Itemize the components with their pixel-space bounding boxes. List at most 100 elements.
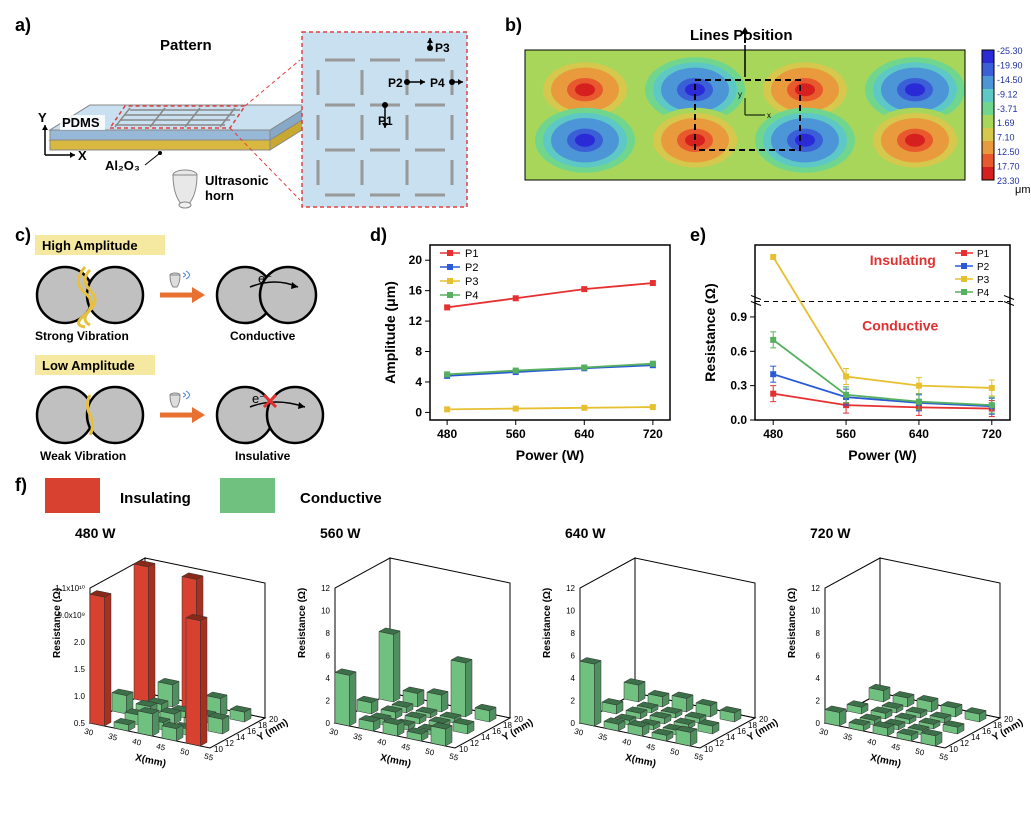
svg-text:-25.30: -25.30 [997,46,1023,56]
scientific-figure: a) X Y Pattern PDMS Al₂O₃ Ultrasonic hor… [10,10,1021,811]
svg-text:55: 55 [448,752,459,763]
svg-text:Insulative: Insulative [235,449,291,463]
svg-text:7.10: 7.10 [997,133,1015,143]
svg-text:0.6: 0.6 [730,344,747,358]
svg-text:720: 720 [982,427,1002,441]
svg-text:12.50: 12.50 [997,147,1020,157]
svg-text:y: y [738,90,742,99]
svg-text:35: 35 [352,732,363,743]
svg-text:12: 12 [321,584,330,593]
svg-text:40: 40 [621,737,632,748]
svg-text:0.0: 0.0 [730,413,747,427]
svg-text:Low Amplitude: Low Amplitude [42,358,135,373]
svg-text:30: 30 [818,727,829,738]
svg-text:PDMS: PDMS [62,115,100,130]
svg-text:P2: P2 [977,262,990,273]
svg-text:640: 640 [909,427,929,441]
svg-text:45: 45 [155,742,166,753]
svg-text:640: 640 [574,427,594,441]
svg-text:640 W: 640 W [565,525,606,541]
svg-text:P1: P1 [977,249,990,260]
panel-f-charts: InsulatingConductive480 W0.51.01.52.09.0… [25,478,1025,808]
svg-text:55: 55 [203,752,214,763]
svg-text:Weak Vibration: Weak Vibration [40,449,126,463]
svg-text:50: 50 [914,747,925,758]
svg-text:4: 4 [415,375,422,389]
svg-text:12: 12 [715,739,724,748]
svg-text:10: 10 [566,607,575,616]
svg-text:Lines Position: Lines Position [690,27,793,44]
svg-text:8: 8 [571,629,576,638]
svg-text:720 W: 720 W [810,525,851,541]
svg-text:0.9: 0.9 [730,310,747,324]
svg-text:Resistance (Ω): Resistance (Ω) [52,588,63,658]
panel-c-label: c) [15,225,31,246]
svg-text:480 W: 480 W [75,525,116,541]
svg-text:45: 45 [400,742,411,753]
svg-text:12: 12 [225,739,234,748]
svg-text:8: 8 [326,629,331,638]
svg-text:480: 480 [437,427,457,441]
svg-text:1.0: 1.0 [74,692,86,701]
svg-text:8: 8 [415,345,422,359]
svg-text:Al₂O₃: Al₂O₃ [105,158,140,173]
svg-text:45: 45 [645,742,656,753]
svg-text:12: 12 [409,314,423,328]
svg-text:1.5: 1.5 [74,665,86,674]
svg-text:X(mm): X(mm) [134,752,167,769]
svg-text:40: 40 [131,737,142,748]
svg-text:6: 6 [571,652,576,661]
svg-text:-19.90: -19.90 [997,60,1023,70]
svg-text:1.69: 1.69 [997,118,1015,128]
panel-b-heatmap: Lines Position x y -25.30 -19.90 -14.50 -9.… [520,25,1030,205]
svg-text:10: 10 [214,745,223,754]
svg-text:14: 14 [481,733,490,742]
svg-text:P2: P2 [388,76,403,90]
svg-text:Conductive: Conductive [230,329,296,343]
svg-text:12: 12 [960,739,969,748]
svg-text:μm: μm [1015,184,1030,196]
panel-d-chart: 480560640720048121620Power (W)Amplitude … [380,235,680,465]
svg-text:12: 12 [470,739,479,748]
svg-text:P4: P4 [465,290,478,302]
svg-text:30: 30 [83,727,94,738]
svg-text:Conductive: Conductive [300,490,382,507]
svg-text:30: 30 [573,727,584,738]
svg-text:P1: P1 [465,248,478,260]
svg-text:X(mm): X(mm) [869,752,902,769]
svg-text:x: x [767,111,771,120]
svg-text:10: 10 [321,607,330,616]
svg-text:0: 0 [415,405,422,419]
svg-text:20: 20 [409,253,423,267]
svg-text:10: 10 [704,745,713,754]
svg-text:35: 35 [107,732,118,743]
svg-text:P4: P4 [430,76,445,90]
svg-text:High Amplitude: High Amplitude [42,238,138,253]
svg-text:10: 10 [811,607,820,616]
svg-text:-3.71: -3.71 [997,104,1018,114]
svg-text:55: 55 [693,752,704,763]
svg-text:14: 14 [726,733,735,742]
svg-text:Ultrasonic: Ultrasonic [205,173,269,188]
svg-text:12: 12 [566,584,575,593]
svg-text:55: 55 [938,752,949,763]
panel-a-label: a) [15,15,31,36]
svg-text:16: 16 [409,284,423,298]
svg-text:14: 14 [971,733,980,742]
svg-text:40: 40 [866,737,877,748]
svg-text:P4: P4 [977,288,990,299]
svg-text:2: 2 [326,697,331,706]
svg-text:50: 50 [669,747,680,758]
svg-text:10: 10 [949,745,958,754]
svg-text:4: 4 [326,674,331,683]
svg-text:14: 14 [236,733,245,742]
svg-text:6: 6 [816,652,821,661]
svg-text:Conductive: Conductive [862,318,938,334]
svg-text:2: 2 [571,697,576,706]
svg-text:50: 50 [424,747,435,758]
svg-text:-14.50: -14.50 [997,75,1023,85]
svg-text:-9.12: -9.12 [997,89,1018,99]
svg-text:horn: horn [205,188,234,203]
svg-text:35: 35 [597,732,608,743]
svg-text:12: 12 [811,584,820,593]
